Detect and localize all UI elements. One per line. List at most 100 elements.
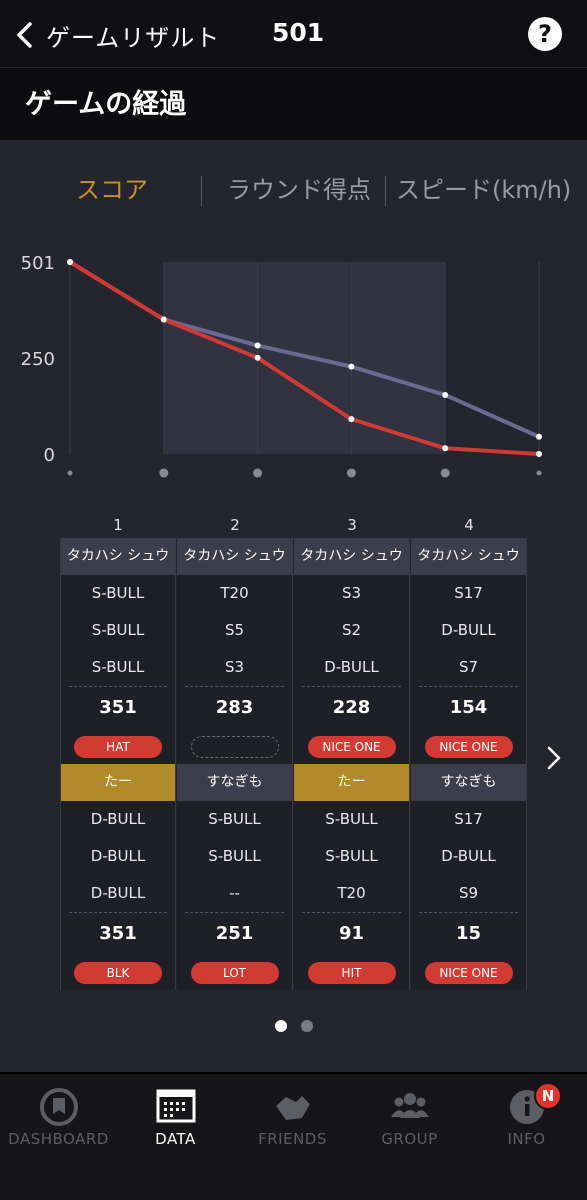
divider <box>419 912 518 913</box>
award-badge: NICE ONE <box>424 735 513 758</box>
round-headers: 1 2 3 4 <box>60 516 527 536</box>
chart-x-marker <box>67 470 73 476</box>
dart-throw: S-BULL <box>91 621 145 639</box>
round-column: タカハシ シュウ S-BULL S-BULL S-BULL 351 HAT たー D-BULL… <box>60 538 176 990</box>
chart-x-marker <box>253 468 263 478</box>
chart-x-marker <box>440 468 450 478</box>
dart-throw: S-BULL <box>325 847 378 865</box>
award-row: NICE ONE <box>411 729 526 764</box>
friends-icon <box>276 1096 310 1120</box>
divider <box>185 912 284 913</box>
top-bar: ゲームリザルト 501 ? <box>0 0 587 68</box>
nav-data[interactable]: DATA <box>117 1074 234 1200</box>
award-row: NICE ONE <box>411 955 526 990</box>
nav-label: GROUP <box>381 1130 438 1148</box>
nav-label: DATA <box>155 1130 196 1148</box>
chart-data-point <box>67 259 73 265</box>
round-number: 4 <box>464 516 474 534</box>
award-row: BLK <box>61 955 175 990</box>
chart-data-point <box>536 451 542 457</box>
dart-throw: T20 <box>337 884 366 902</box>
remaining-score: 154 <box>449 697 488 718</box>
player-name: たー <box>61 764 175 801</box>
dart-throw: S-BULL <box>91 658 145 676</box>
award-badge: NICE ONE <box>424 961 513 984</box>
page-title: ゲームリザルト <box>46 24 221 52</box>
chart-data-point <box>254 342 261 349</box>
remaining-score: 228 <box>332 697 371 718</box>
tab-divider <box>201 176 202 206</box>
bottom-nav: DASHBOARD DATA FRIENDS GROUP <box>0 1072 587 1200</box>
award-row: NICE ONE <box>294 729 409 764</box>
next-page-icon[interactable] <box>542 744 566 772</box>
tab-score[interactable]: スコア <box>76 176 148 204</box>
dart-throw: S7 <box>458 658 479 676</box>
divider <box>69 912 167 913</box>
notification-badge: N <box>534 1082 562 1110</box>
dart-throw: D-BULL <box>90 884 146 902</box>
chart-data-point <box>536 433 542 440</box>
chart-data-point <box>442 445 449 452</box>
tab-speed[interactable]: スピード(km/h) <box>396 176 572 204</box>
chart-y-tick-label: 501 <box>21 253 55 274</box>
award-badge: HAT <box>74 735 162 758</box>
dart-throw: S5 <box>224 621 245 639</box>
chart-x-marker <box>346 468 356 478</box>
back-arrow-icon[interactable] <box>10 20 40 50</box>
award-row: HIT <box>294 955 409 990</box>
nav-info[interactable]: N INFO <box>468 1074 585 1200</box>
divider <box>302 686 401 687</box>
nav-label: FRIENDS <box>258 1130 327 1148</box>
round-column: タカハシ シュウ S17 D-BULL S7 154 NICE ONE すなぎも S17 D-B… <box>411 538 527 990</box>
remaining-score: 15 <box>455 923 482 944</box>
divider <box>69 686 167 687</box>
chart-x-marker <box>536 470 542 476</box>
dart-throw: D-BULL <box>441 847 496 865</box>
round-details-grid: タカハシ シュウ S-BULL S-BULL S-BULL 351 HAT たー D-BULL… <box>60 538 527 990</box>
chart-y-tick-label: 0 <box>44 445 55 466</box>
chart-data-point <box>442 391 449 398</box>
dart-throw: S3 <box>341 584 362 602</box>
remaining-score: 351 <box>99 697 137 718</box>
nav-label: INFO <box>507 1130 546 1148</box>
dart-throw: S2 <box>341 621 362 639</box>
player-name: たー <box>294 764 409 801</box>
remaining-score: 283 <box>215 697 254 718</box>
player-name: すなぎも <box>411 764 526 801</box>
award-row <box>177 729 292 764</box>
chart-data-point <box>348 416 355 423</box>
divider <box>419 686 518 687</box>
nav-label: DASHBOARD <box>8 1130 109 1148</box>
chart-data-point <box>254 354 261 361</box>
chart-series-line <box>68 260 540 456</box>
chart-tabs: スコア ラウンド得点 スピード(km/h) <box>0 170 587 210</box>
dart-throw: T20 <box>220 584 249 602</box>
award-row: HAT <box>61 729 175 764</box>
page-dot[interactable] <box>300 1020 313 1032</box>
tab-round-points[interactable]: ラウンド得点 <box>227 176 371 204</box>
nav-dashboard[interactable]: DASHBOARD <box>0 1074 117 1200</box>
dart-throw: D-BULL <box>441 621 496 639</box>
dart-throw: S-BULL <box>208 847 261 865</box>
round-number: 1 <box>113 516 123 534</box>
player-name: タカハシ シュウ <box>294 538 409 575</box>
score-progress-chart: 501 250 0 <box>21 253 542 478</box>
help-icon[interactable]: ? <box>528 17 562 51</box>
nav-friends[interactable]: FRIENDS <box>234 1074 351 1200</box>
nav-group[interactable]: GROUP <box>351 1074 468 1200</box>
dart-throw: D-BULL <box>90 810 146 828</box>
section-header: ゲームの経過 <box>0 68 587 140</box>
player-name: タカハシ シュウ <box>411 538 526 575</box>
remaining-score: 91 <box>338 923 365 944</box>
player-name: すなぎも <box>177 764 292 801</box>
page-indicator <box>0 1020 587 1034</box>
chart-x-marker <box>159 468 169 478</box>
dart-throw: D-BULL <box>90 847 146 865</box>
data-icon <box>156 1089 196 1123</box>
award-badge: BLK <box>74 961 162 984</box>
section-title: ゲームの経過 <box>25 89 187 120</box>
player-name: タカハシ シュウ <box>177 538 292 575</box>
award-row: LOT <box>177 955 292 990</box>
dart-throw: S9 <box>458 884 479 902</box>
page-dot[interactable] <box>274 1020 287 1032</box>
